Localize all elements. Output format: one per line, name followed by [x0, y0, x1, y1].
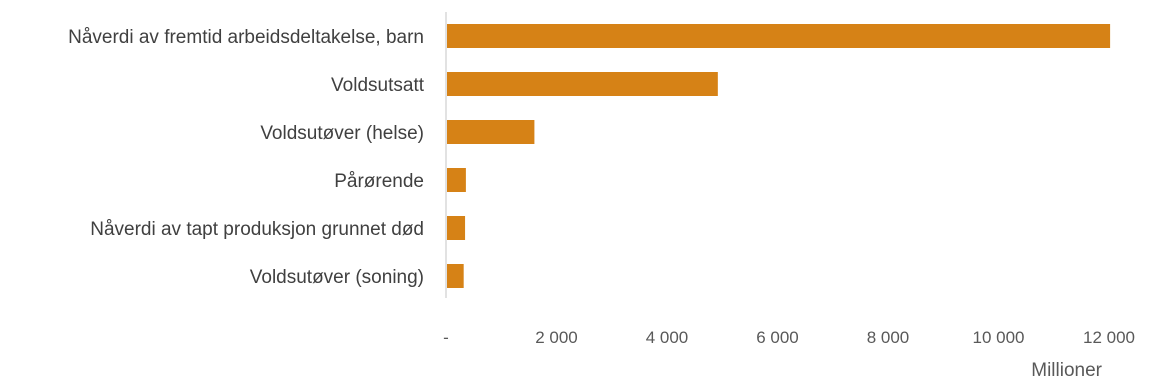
- bars-group: [447, 24, 1111, 288]
- x-tick-label-2: 4 000: [646, 328, 689, 347]
- bar-1: [447, 72, 718, 96]
- x-tick-label-6: 12 000: [1083, 328, 1135, 347]
- category-label-2: Voldsutøver (helse): [260, 123, 424, 144]
- category-label-1: Voldsutsatt: [331, 75, 425, 96]
- x-tick-label-0: -: [443, 328, 449, 347]
- category-label-3: Pårørende: [334, 171, 424, 192]
- tick-labels-group: - 2 000 4 000 6 000 8 000 10 000 12 000: [443, 328, 1135, 347]
- x-tick-label-5: 10 000: [973, 328, 1025, 347]
- category-label-0: Nåverdi av fremtid arbeidsdeltakelse, ba…: [68, 27, 424, 48]
- category-labels-group: Nåverdi av fremtid arbeidsdeltakelse, ba…: [68, 27, 425, 288]
- category-label-4: Nåverdi av tapt produksjon grunnet død: [90, 219, 424, 240]
- bar-5: [447, 264, 464, 288]
- unit-label: Millioner: [1031, 360, 1102, 381]
- x-tick-label-4: 8 000: [867, 328, 910, 347]
- bar-0: [447, 24, 1111, 48]
- x-tick-label-1: 2 000: [535, 328, 578, 347]
- x-tick-label-3: 6 000: [756, 328, 799, 347]
- category-label-5: Voldsutøver (soning): [250, 267, 424, 288]
- bar-2: [447, 120, 535, 144]
- bar-4: [447, 216, 466, 240]
- bar-3: [447, 168, 466, 192]
